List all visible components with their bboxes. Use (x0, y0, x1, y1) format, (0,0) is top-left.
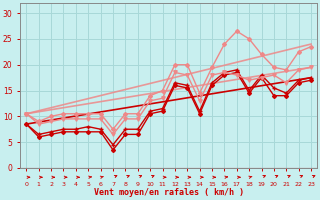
X-axis label: Vent moyen/en rafales ( km/h ): Vent moyen/en rafales ( km/h ) (94, 188, 244, 197)
